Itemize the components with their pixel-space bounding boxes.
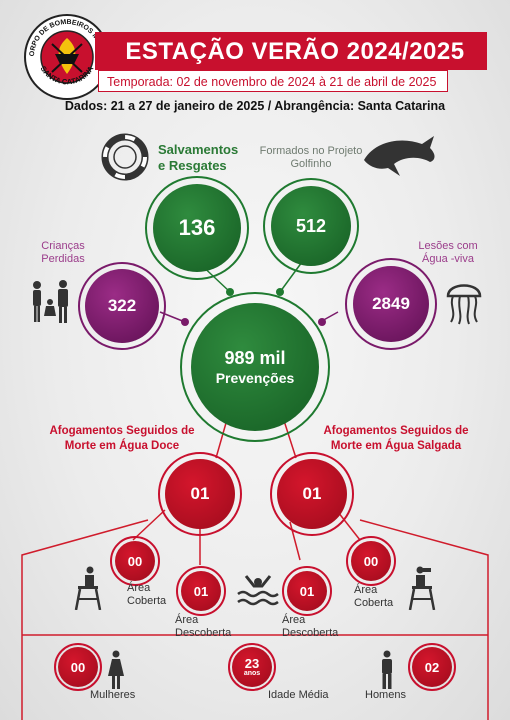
afog-salgada-ring: [270, 452, 354, 536]
criancas-label: Crianças Perdidas: [41, 240, 85, 265]
jellyfish-icon: [443, 276, 485, 326]
doce-descoberta-ring: [176, 566, 226, 616]
homens-value: 02: [412, 647, 452, 687]
afogamentos-doce-label: Afogamentos Seguidos de Morte em Água Do…: [49, 425, 195, 452]
season-text: Temporada: 02 de novembro de 2024 à 21 d…: [98, 70, 448, 92]
man-icon: [378, 650, 396, 690]
salgada-descoberta-label: Área Descoberta: [282, 614, 339, 639]
idade-circle: 23 anos: [232, 647, 272, 687]
afogamentos-salgada-label: Afogamentos Seguidos de Morte em Água Sa…: [323, 425, 469, 452]
family-icon: [28, 280, 74, 324]
lifebuoy-icon: [100, 132, 150, 182]
afog-doce-value: 01: [165, 459, 235, 529]
lesoes-value: 2849: [353, 266, 429, 342]
mulheres-ring: [54, 643, 102, 691]
homens-label: Homens: [365, 689, 406, 701]
idade-value: 23: [244, 655, 260, 671]
golfinho-label: Formados no Projeto Golfinho: [259, 145, 363, 170]
idade-label: Idade Média: [268, 689, 329, 701]
dolphin-icon: [360, 130, 440, 182]
mulheres-label: Mulheres: [90, 689, 136, 701]
idade-ring: [228, 643, 276, 691]
doce-coberta-ring: [110, 536, 160, 586]
page-title: ESTAÇÃO VERÃO 2024/2025: [125, 38, 465, 65]
lesoes-ring: [345, 258, 437, 350]
idade-unit: anos: [243, 669, 261, 677]
prevencoes-circle: 989 mil Prevenções: [191, 303, 319, 431]
doce-descoberta-value: 01: [181, 571, 221, 611]
salgada-descoberta-ring: [282, 566, 332, 616]
afog-doce-ring: [158, 452, 242, 536]
swimmer-icon: [236, 572, 280, 608]
salgada-coberta-label: Área Coberta: [354, 584, 394, 609]
bombeiros-logo: CORPO DE BOMBEIROS MILITAR SANTA CATARIN…: [21, 9, 110, 100]
doce-coberta-value: 00: [115, 541, 155, 581]
salgada-coberta-ring: [346, 536, 396, 586]
salgada-coberta-value: 00: [351, 541, 391, 581]
doce-descoberta-label: Área Descoberta: [175, 614, 232, 639]
golfinho-ring: [263, 178, 359, 274]
dados-text: Dados: 21 a 27 de janeiro de 2025 / Abra…: [64, 99, 446, 113]
prevencoes-label: Prevenções: [215, 370, 295, 386]
lifeguard-chair-icon: [72, 566, 102, 611]
criancas-ring: [78, 262, 166, 350]
prevencoes-ring-outer: [180, 292, 330, 442]
prevencoes-value: 989 mil: [224, 348, 286, 368]
woman-icon: [106, 650, 126, 690]
doce-coberta-label: Área Coberta: [127, 582, 167, 607]
homens-ring: [408, 643, 456, 691]
golfinho-value: 512: [271, 186, 351, 266]
salvamentos-ring: [145, 176, 249, 280]
mulheres-value: 00: [58, 647, 98, 687]
lifeguard-binoculars-icon: [408, 566, 438, 611]
title-banner: [95, 32, 487, 70]
afog-salgada-value: 01: [277, 459, 347, 529]
salgada-descoberta-value: 01: [287, 571, 327, 611]
lesoes-label: Lesões com Água -viva: [418, 240, 478, 265]
salvamentos-value: 136: [153, 184, 241, 272]
salvamentos-label: Salvamentos e Resgates: [158, 142, 239, 173]
criancas-value: 322: [85, 269, 159, 343]
